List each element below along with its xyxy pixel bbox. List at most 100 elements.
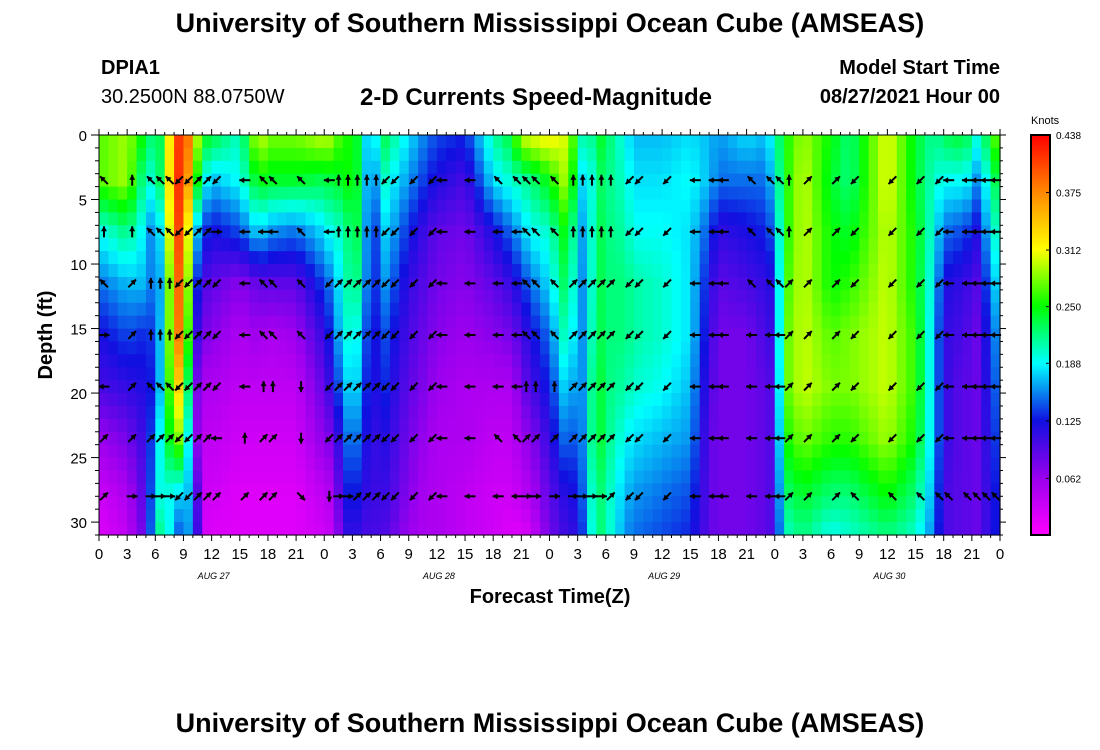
heatmap-cell	[596, 238, 607, 252]
current-vector	[492, 493, 504, 500]
heatmap-cell	[624, 393, 635, 407]
heatmap-cell	[690, 135, 701, 149]
heatmap-cell	[361, 457, 372, 472]
heatmap-cell	[577, 264, 588, 278]
heatmap-cell	[164, 186, 175, 201]
heatmap-cell	[934, 135, 945, 149]
heatmap-cell	[821, 405, 832, 420]
heatmap-cell	[615, 276, 626, 291]
current-vector	[934, 330, 944, 340]
heatmap-cell	[474, 251, 485, 265]
heatmap-cell	[549, 135, 560, 149]
heatmap-cell	[249, 405, 260, 420]
heatmap-cell	[859, 328, 870, 343]
heatmap-cell	[211, 496, 222, 510]
heatmap-cell	[465, 522, 476, 536]
heatmap-cell	[549, 251, 560, 265]
heatmap-cell	[202, 509, 213, 523]
heatmap-cell	[511, 186, 522, 201]
heatmap-cell	[953, 367, 964, 381]
current-vector	[436, 332, 448, 338]
heatmap-cell	[511, 302, 522, 317]
heatmap-cell	[211, 251, 222, 265]
heatmap-cell	[821, 522, 832, 536]
heatmap-cell	[671, 393, 682, 407]
heatmap-cell	[493, 238, 504, 252]
current-vector	[464, 228, 476, 235]
current-vector	[662, 175, 672, 185]
heatmap-cell	[671, 302, 682, 317]
heatmap-cell	[296, 251, 307, 265]
heatmap-cell	[709, 444, 720, 459]
heatmap-cell	[399, 380, 410, 394]
heatmap-cell	[831, 264, 842, 278]
heatmap-cell	[502, 225, 513, 239]
heatmap-cell	[455, 302, 466, 317]
y-tick-label: 30	[70, 515, 87, 532]
heatmap-cell	[906, 173, 917, 188]
current-vector	[850, 227, 860, 237]
heatmap-cell	[718, 457, 729, 472]
heatmap-cell	[877, 199, 888, 214]
heatmap-cell	[530, 251, 541, 265]
heatmap-cell	[737, 405, 748, 420]
heatmap-cell	[868, 251, 879, 265]
heatmap-cell	[145, 199, 156, 214]
current-vector	[596, 330, 607, 340]
heatmap-cell	[296, 405, 307, 420]
heatmap-cell	[192, 302, 203, 317]
heatmap-cell	[230, 186, 241, 201]
heatmap-cell	[831, 444, 842, 459]
heatmap-cell	[286, 418, 297, 433]
heatmap-cell	[765, 289, 776, 304]
heatmap-cell	[709, 302, 720, 317]
heatmap-cell	[258, 147, 269, 162]
heatmap-cell	[596, 496, 607, 510]
heatmap-cell	[314, 380, 325, 394]
x-tick-label: 3	[123, 546, 131, 563]
heatmap-cell	[953, 302, 964, 317]
current-vector	[784, 330, 794, 340]
heatmap-cell	[662, 509, 673, 523]
heatmap-cell	[624, 444, 635, 459]
heatmap-cell	[493, 496, 504, 510]
heatmap-cell	[859, 225, 870, 239]
heatmap-cell	[840, 199, 851, 214]
current-vector	[333, 433, 344, 443]
heatmap-cell	[418, 496, 429, 510]
heatmap-cell	[540, 315, 551, 330]
heatmap-cell	[605, 405, 616, 420]
heatmap-cell	[145, 289, 156, 304]
heatmap-cell	[530, 367, 541, 381]
model-start-label: Model Start Time	[839, 57, 1000, 79]
heatmap-cell	[906, 341, 917, 355]
heatmap-cell	[502, 522, 513, 536]
heatmap-cell	[887, 405, 898, 420]
heatmap-cell	[737, 251, 748, 265]
heatmap-cell	[361, 147, 372, 162]
heatmap-cell	[849, 186, 860, 201]
current-vector	[570, 226, 577, 238]
current-vector	[774, 383, 786, 390]
heatmap-cell	[802, 393, 813, 407]
heatmap-cell	[896, 496, 907, 510]
heatmap-cell	[737, 341, 748, 355]
current-vector	[155, 433, 165, 443]
current-vector	[335, 174, 342, 186]
heatmap-cell	[690, 251, 701, 265]
heatmap-cell	[389, 483, 400, 497]
heatmap-cell	[934, 264, 945, 278]
heatmap-cell	[746, 186, 757, 201]
heatmap-cell	[511, 496, 522, 510]
x-tick-label: 12	[429, 546, 446, 563]
heatmap-cell	[981, 509, 992, 523]
heatmap-cell	[371, 483, 382, 497]
heatmap-cell	[474, 393, 485, 407]
heatmap-cell	[943, 354, 954, 368]
heatmap-cell	[962, 212, 973, 226]
heatmap-cell	[755, 470, 766, 484]
heatmap-cell	[418, 522, 429, 536]
x-tick-label: 6	[602, 546, 610, 563]
heatmap-cell	[296, 238, 307, 252]
heatmap-cell	[305, 276, 316, 291]
